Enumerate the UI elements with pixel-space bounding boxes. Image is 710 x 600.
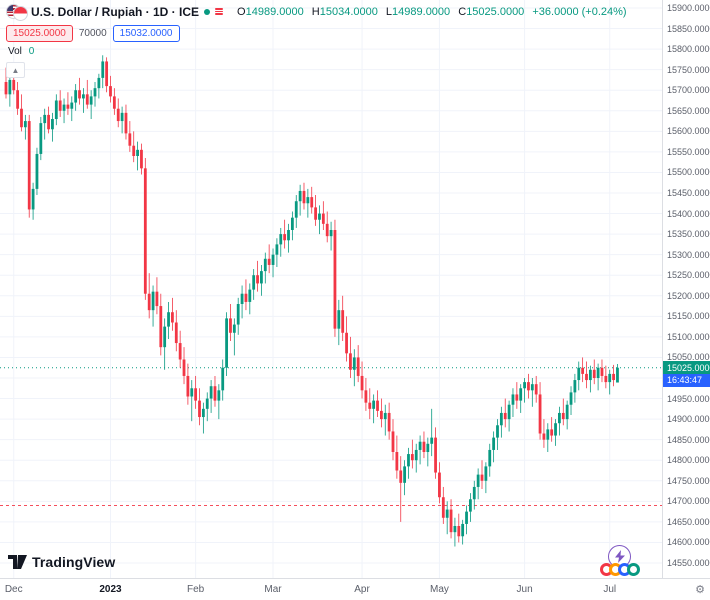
time-tick-label: Feb <box>187 584 205 595</box>
price-tick-label: 14900.0000 <box>667 414 710 425</box>
change-value: +36.0000 (+0.24%) <box>532 5 627 18</box>
lightning-icon <box>614 550 625 563</box>
price-axis[interactable]: 15025.0000 16:43:47 15900.0000 15850.0000… <box>662 0 710 578</box>
price-tick-label: 15650.0000 <box>667 105 710 116</box>
idr-flag-icon <box>13 6 28 21</box>
price-tick-label: 14650.0000 <box>667 516 710 527</box>
low-label: L <box>385 5 393 18</box>
price-tick-label: 14700.0000 <box>667 496 710 507</box>
price-tick-label: 14800.0000 <box>667 455 710 466</box>
reactions-cluster-icon[interactable] <box>600 563 640 576</box>
open-value: 14989.0000 <box>245 5 304 18</box>
price-tick-label: 15800.0000 <box>667 44 710 55</box>
price-tick-label: 15700.0000 <box>667 85 710 96</box>
price-tick-label: 15200.0000 <box>667 290 710 301</box>
volume-indicator: Vol 0 <box>8 46 34 57</box>
time-tick-label: Apr <box>354 584 370 595</box>
order-widget: 15025.0000 70000 15032.0000 <box>6 25 180 42</box>
price-tick-label: 15600.0000 <box>667 126 710 137</box>
chevron-up-icon: ▲ <box>11 65 20 75</box>
order-quantity[interactable]: 70000 <box>78 28 107 39</box>
volume-label: Vol <box>8 46 22 57</box>
time-tick-label: May <box>429 584 449 595</box>
price-tick-label: 14950.0000 <box>667 393 710 404</box>
low-value: 14989.0000 <box>392 5 451 18</box>
price-tick-label: 14550.0000 <box>667 558 710 568</box>
price-tick-label: 15550.0000 <box>667 146 710 157</box>
currency-pair-flags-icon <box>6 4 28 21</box>
high-label: H <box>311 5 320 18</box>
time-tick-label: Jun <box>516 584 533 595</box>
sell-price-badge[interactable]: 15025.0000 <box>6 25 73 42</box>
price-tick-label: 14600.0000 <box>667 537 710 548</box>
open-label: O <box>237 5 246 18</box>
price-tick-label: 15250.0000 <box>667 270 710 281</box>
price-tick-label: 15850.0000 <box>667 23 710 34</box>
time-tick-label: Mar <box>264 584 282 595</box>
market-status-icon[interactable] <box>204 8 211 15</box>
price-tick-label: 14750.0000 <box>667 475 710 486</box>
ohlc-values: O14989.0000 H15034.0000 L14989.0000 C150… <box>232 6 627 18</box>
price-tick-label: 15350.0000 <box>667 229 710 240</box>
buy-price-badge[interactable]: 15032.0000 <box>112 25 180 42</box>
close-value: 15025.0000 <box>466 5 525 18</box>
price-tick-label: 15500.0000 <box>667 167 710 178</box>
collapse-pane-button[interactable]: ▲ <box>6 62 25 78</box>
time-tick-label: 2023 <box>99 584 122 595</box>
time-tick-label: Jul <box>603 584 617 595</box>
time-tick-label: Dec <box>4 584 23 595</box>
timezone-settings-icon[interactable]: ⚙ <box>695 584 705 596</box>
close-label: C <box>458 5 467 18</box>
price-tick-label: 15750.0000 <box>667 64 710 75</box>
volume-value: 0 <box>28 46 35 57</box>
high-value: 15034.0000 <box>319 5 378 18</box>
price-tick-label: 14850.0000 <box>667 434 710 445</box>
price-tick-label: 15900.0000 <box>667 3 710 13</box>
reaction-ring-green <box>627 563 640 576</box>
price-tick-label: 15300.0000 <box>667 249 710 260</box>
price-tick-label: 15400.0000 <box>667 208 710 219</box>
price-tick-label: 15150.0000 <box>667 311 710 322</box>
tradingview-logo[interactable]: TradingView <box>8 554 115 570</box>
hot-list-icon[interactable] <box>215 8 224 15</box>
tradingview-logo-text: TradingView <box>32 554 116 570</box>
tradingview-logo-icon <box>8 554 27 569</box>
price-tick-label: 15100.0000 <box>667 331 710 342</box>
time-axis[interactable]: ⚙ Dec 2023 Feb Mar Apr May Jun Jul <box>0 578 710 600</box>
price-tick-label: 15450.0000 <box>667 188 710 198</box>
symbol-header: U.S. Dollar / Rupiah · 1D · ICE O14989.0… <box>6 4 627 21</box>
symbol-title[interactable]: U.S. Dollar / Rupiah · 1D · ICE <box>31 4 200 19</box>
bar-countdown-badge: 16:43:47 <box>663 373 710 387</box>
candlestick-chart[interactable] <box>0 0 662 578</box>
price-tick-label: 15050.0000 <box>667 352 710 363</box>
current-price-badge[interactable]: 15025.0000 <box>663 360 710 375</box>
